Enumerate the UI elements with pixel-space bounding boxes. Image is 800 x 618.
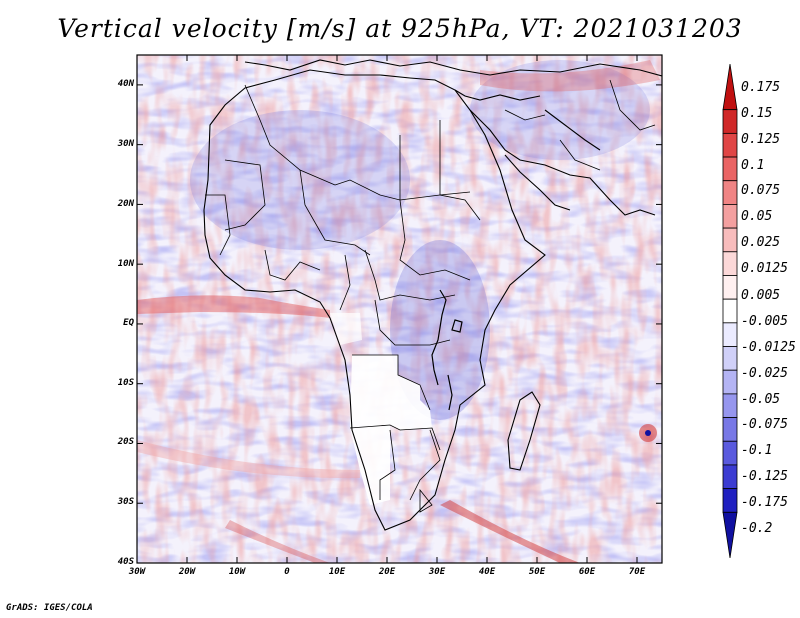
map-title: Vertical velocity [m/s] at 925hPa, VT: 2… [57, 14, 743, 43]
axis-ticks [136, 55, 662, 564]
colorbar-label: 0.005 [741, 288, 781, 303]
colorbar-swatch [722, 251, 738, 276]
colorbar [722, 63, 738, 559]
lon-label-30e: 30E [428, 567, 446, 577]
colorbar-swatch [722, 511, 738, 559]
colorbar-label: -0.005 [741, 314, 788, 329]
colorbar-label: 0.175 [741, 80, 781, 95]
colorbar-label: -0.125 [741, 469, 788, 484]
colorbar-swatch [722, 180, 738, 205]
colorbar-swatch [722, 464, 738, 490]
colorbar-swatch [722, 156, 738, 182]
colorbar-label: 0.05 [741, 209, 773, 224]
colorbar-label: -0.0125 [741, 340, 796, 355]
colorbar-label: 0.0125 [741, 261, 788, 276]
lat-label-10s: 10S [117, 378, 134, 388]
colorbar-label: 0.075 [741, 183, 781, 198]
colorbar-swatch [722, 369, 738, 395]
colorbar-swatch [722, 440, 738, 466]
lat-label-eq: EQ [123, 318, 134, 328]
colorbar-swatch [722, 346, 738, 371]
colorbar-label: 0.025 [741, 235, 781, 250]
lon-label-10w: 10W [228, 567, 246, 577]
country-borders [205, 79, 656, 513]
colorbar-swatch [722, 298, 738, 324]
coastlines [203, 59, 662, 531]
colorbar-label: -0.2 [741, 521, 773, 536]
lon-label-60e: 60E [578, 567, 596, 577]
plot-frame [136, 54, 663, 564]
lat-label-30s: 30S [117, 497, 134, 507]
lat-label-40s: 40S [117, 557, 134, 567]
lon-label-40e: 40E [478, 567, 496, 577]
lat-label-20s: 20S [117, 437, 134, 447]
lat-label-40n: 40N [117, 79, 134, 89]
lat-label-10n: 10N [117, 259, 134, 269]
colorbar-label: 0.1 [741, 158, 765, 173]
colorbar-swatch [722, 63, 738, 111]
colorbar-swatch [722, 227, 738, 253]
grads-credit: GrADS: IGES/COLA [6, 603, 93, 613]
lon-label-10e: 10E [328, 567, 346, 577]
lon-label-20e: 20E [378, 567, 396, 577]
colorbar-label: -0.175 [741, 495, 788, 510]
colorbar-swatch [722, 393, 738, 418]
colorbar-label: 0.125 [741, 132, 781, 147]
colorbar-swatch [722, 322, 738, 347]
colorbar-label: -0.05 [741, 392, 781, 407]
colorbar-swatch [722, 132, 738, 158]
colorbar-label: -0.025 [741, 366, 788, 381]
colorbar-label: -0.075 [741, 417, 788, 432]
lon-label-0: 0 [284, 567, 290, 577]
colorbar-label: 0.15 [741, 106, 773, 121]
lon-label-70e: 70E [628, 567, 646, 577]
lakes [431, 289, 463, 411]
lon-label-20w: 20W [178, 567, 196, 577]
lon-label-30w: 30W [128, 567, 146, 577]
lat-label-20n: 20N [117, 199, 134, 209]
colorbar-swatch [722, 275, 738, 300]
colorbar-swatch [722, 109, 738, 134]
lon-label-50e: 50E [528, 567, 546, 577]
colorbar-swatch [722, 488, 738, 513]
colorbar-label: -0.1 [741, 443, 773, 458]
colorbar-swatch [722, 417, 738, 442]
lat-label-30n: 30N [117, 139, 134, 149]
velocity-field [137, 55, 662, 563]
colorbar-swatch [722, 204, 738, 229]
